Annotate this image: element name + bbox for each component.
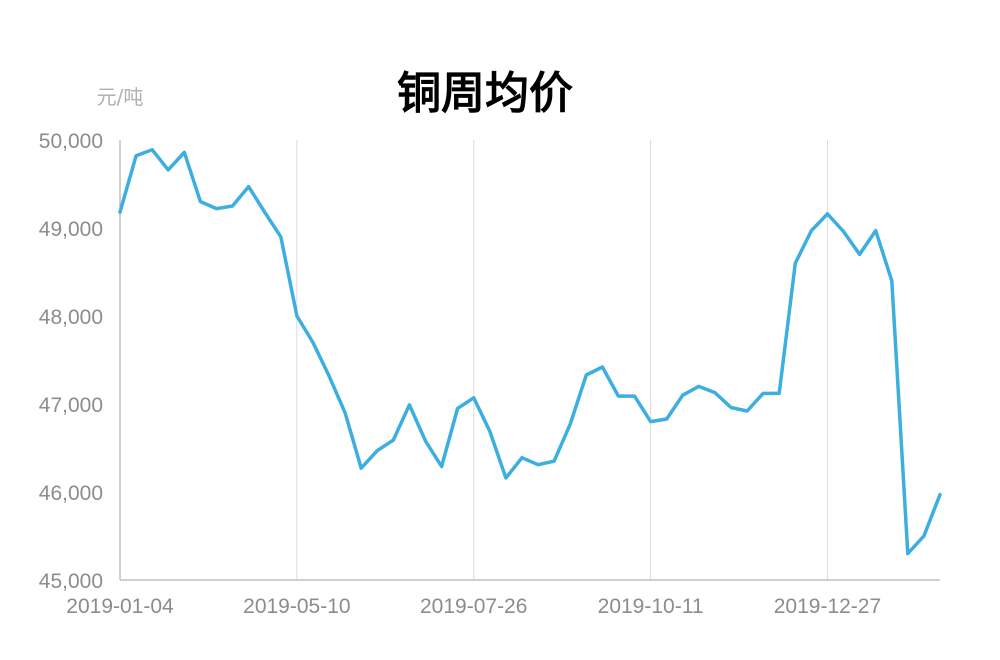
series-layer — [118, 147, 942, 556]
chart-title: 铜周均价 — [397, 68, 573, 119]
y-tick-label: 50,000 — [39, 130, 103, 153]
unit-label: 元/吨 — [97, 85, 144, 109]
x-tick-label: 2019-07-26 — [420, 595, 527, 618]
y-tick-label: 47,000 — [39, 394, 103, 417]
vertical-gridlines — [296, 140, 828, 580]
x-axis-ticks: 2019-01-04 2019-05-10 2019-07-26 2019-10-11… — [66, 595, 881, 618]
y-tick-label: 45,000 — [39, 570, 103, 593]
x-tick-label: 2019-12-27 — [774, 595, 881, 618]
x-tick-label: 2019-05-10 — [243, 595, 350, 618]
x-tick-label: 2019-01-04 — [66, 595, 174, 618]
y-tick-label: 48,000 — [39, 306, 103, 329]
y-tick-label: 46,000 — [39, 482, 103, 505]
y-axis-ticks: 45,000 46,000 47,000 48,000 49,000 50,000 — [39, 130, 103, 593]
series-line — [118, 147, 942, 556]
x-tick-label: 2019-10-11 — [598, 595, 704, 618]
y-tick-label: 49,000 — [39, 218, 103, 241]
